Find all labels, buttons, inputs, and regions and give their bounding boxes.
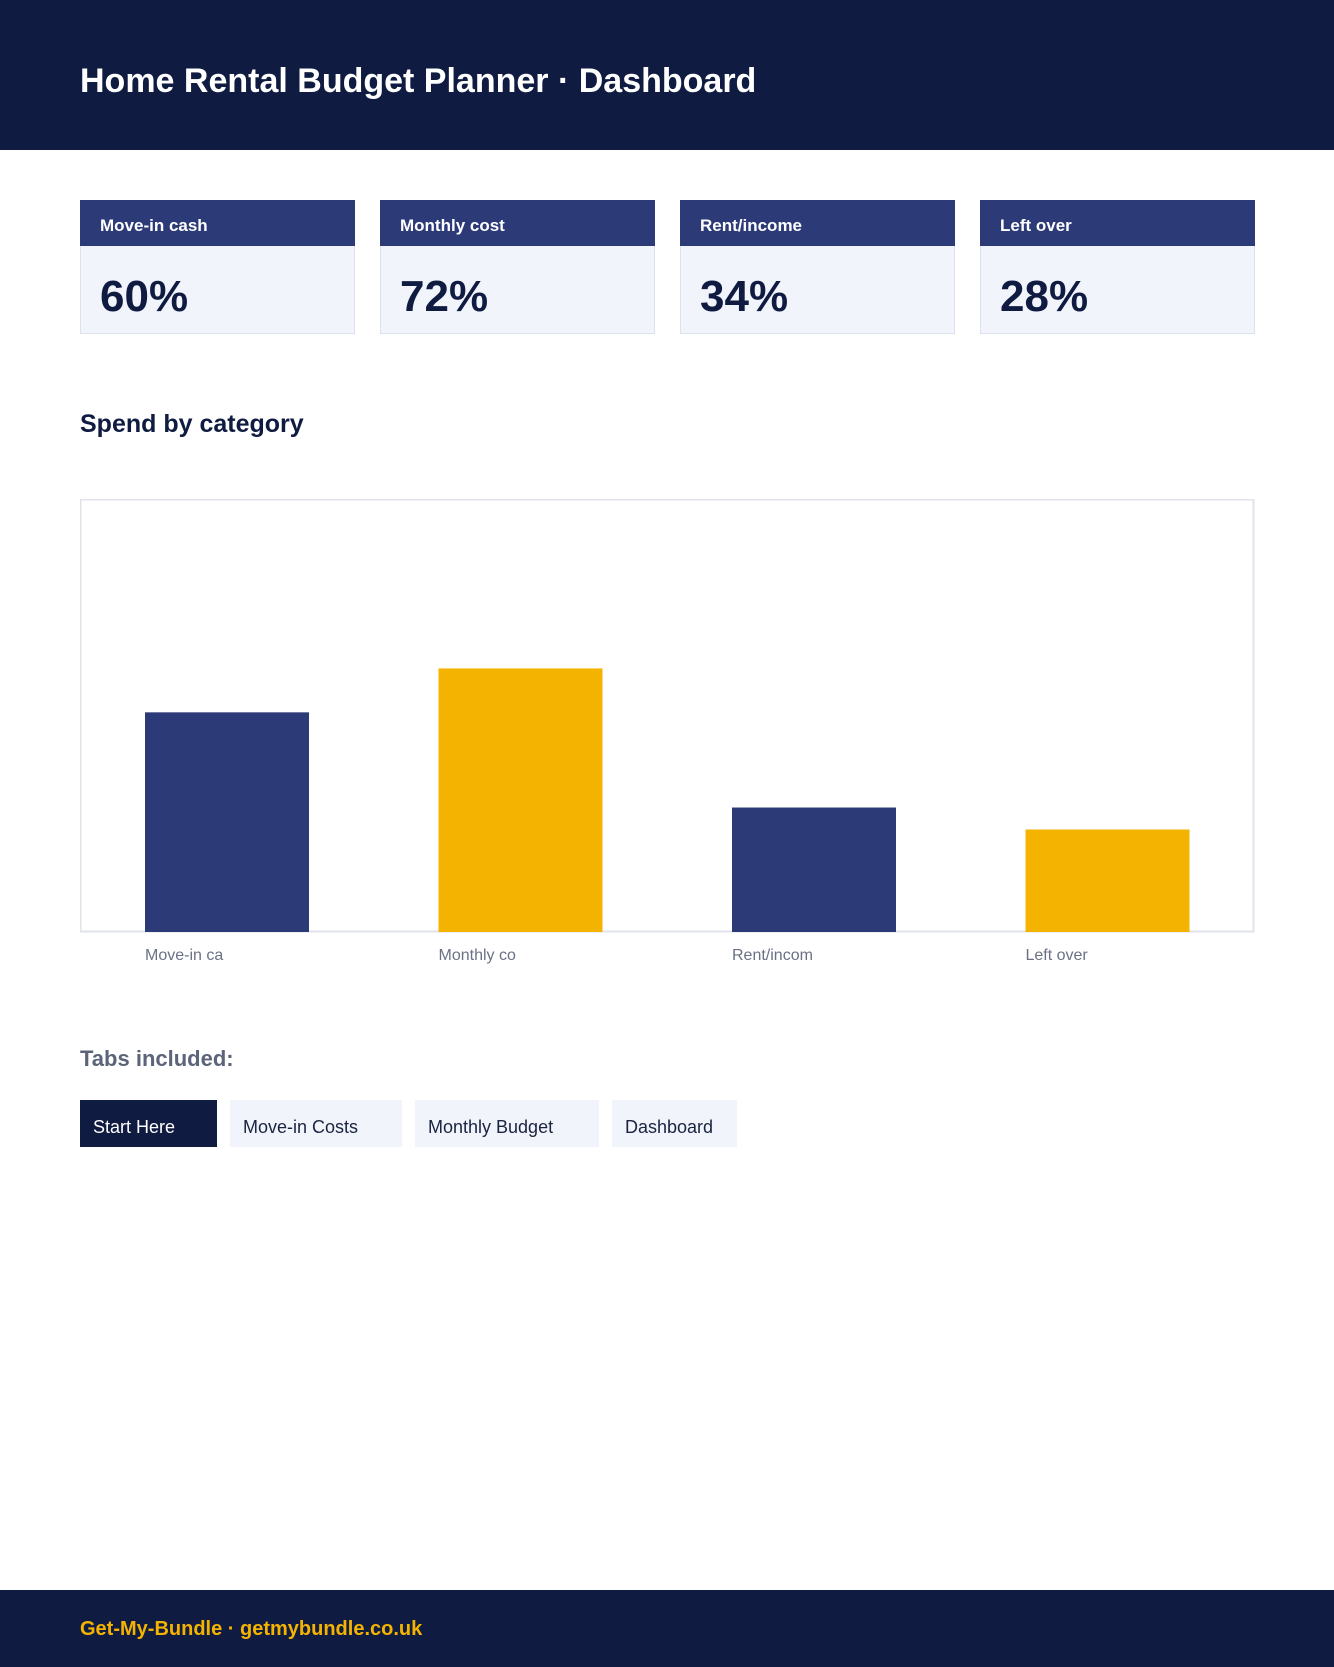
bar-1 [438,668,603,932]
chart-svg: Move-in ca Monthly co Rent/incom Left over [80,499,1255,964]
spend-bar-chart: Move-in ca Monthly co Rent/incom Left over [80,499,1255,969]
tab-monthly-budget[interactable]: Monthly Budget [415,1100,599,1147]
page-title: Home Rental Budget Planner · Dashboard [80,62,757,100]
kpi-card-label: Rent/income [680,200,955,246]
kpi-card-rent-income: Rent/income 34% [680,200,955,334]
kpi-card-label: Move-in cash [80,200,355,246]
tab-dashboard[interactable]: Dashboard [612,1100,737,1147]
kpi-card-label: Left over [980,200,1255,246]
page-footer: Get-My-Bundle · getmybundle.co.uk [0,1590,1334,1667]
x-tick-label-3: Left over [1026,947,1089,964]
kpi-card-value: 60% [100,272,189,321]
bar-2 [732,807,896,932]
x-tick-label-2: Rent/incom [732,947,813,964]
kpi-card-label: Monthly cost [380,200,655,246]
kpi-card-monthly-cost: Monthly cost 72% [380,200,655,334]
bar-3 [1025,829,1190,932]
kpi-card-value: 28% [1000,272,1089,321]
tabs-included-title: Tabs included: [80,1046,234,1071]
kpi-card-value: 72% [400,272,489,321]
kpi-card-move-in-cash: Move-in cash 60% [80,200,355,334]
chart-plot-frame [80,499,1255,933]
kpi-card-value: 34% [700,272,789,321]
x-tick-label-0: Move-in ca [145,947,223,964]
tab-move-in-costs[interactable]: Move-in Costs [230,1100,402,1147]
chart-section-title: Spend by category [80,410,304,438]
page-header: Home Rental Budget Planner · Dashboard [0,0,1334,150]
bar-0 [145,712,309,932]
kpi-cards: Move-in cash 60% Monthly cost 72% Rent/i… [80,200,1256,334]
x-tick-label-1: Monthly co [439,947,516,964]
footer-brand-text: Get-My-Bundle · getmybundle.co.uk [80,1618,423,1640]
kpi-card-left-over: Left over 28% [980,200,1255,334]
tab-start-here[interactable]: Start Here [80,1100,217,1147]
